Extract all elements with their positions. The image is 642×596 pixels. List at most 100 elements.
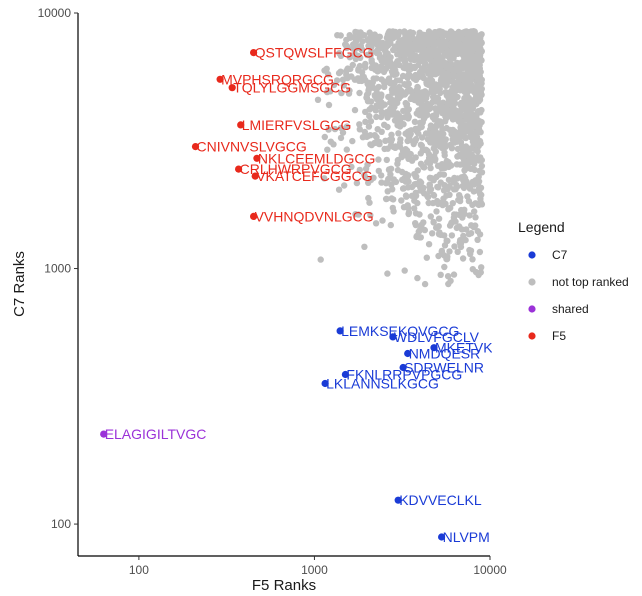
background-point bbox=[412, 125, 419, 132]
background-point bbox=[470, 136, 477, 144]
data-point-c7 bbox=[321, 379, 329, 388]
background-point bbox=[378, 76, 385, 83]
background-point bbox=[419, 134, 426, 141]
background-point bbox=[434, 197, 441, 205]
background-point bbox=[457, 124, 464, 131]
background-point bbox=[435, 223, 442, 230]
background-point bbox=[458, 226, 466, 233]
background-point bbox=[438, 247, 446, 255]
background-point bbox=[464, 193, 471, 200]
y-tick-label: 100 bbox=[51, 517, 71, 531]
y-tick-label: 1000 bbox=[44, 262, 71, 276]
background-point bbox=[377, 93, 385, 100]
background-point bbox=[446, 65, 453, 72]
background-point bbox=[416, 178, 424, 185]
point-label: MVPHSRQRGCG bbox=[221, 71, 334, 87]
background-point bbox=[422, 66, 429, 74]
background-point bbox=[382, 137, 389, 144]
point-label: CNIVNVSLVGCG bbox=[197, 139, 307, 155]
background-point bbox=[476, 78, 484, 85]
background-point bbox=[443, 30, 451, 38]
data-point-f5 bbox=[235, 165, 243, 173]
background-point bbox=[343, 123, 351, 130]
background-point bbox=[445, 99, 452, 106]
background-point bbox=[454, 175, 461, 182]
background-point bbox=[435, 215, 443, 222]
background-point bbox=[432, 81, 439, 88]
background-point bbox=[374, 46, 382, 53]
background-point bbox=[344, 43, 351, 51]
background-point bbox=[337, 32, 344, 39]
background-point bbox=[468, 28, 475, 35]
background-point bbox=[356, 89, 363, 97]
background-point bbox=[463, 28, 470, 35]
background-point bbox=[458, 118, 465, 125]
background-point bbox=[384, 145, 391, 152]
background-point bbox=[468, 151, 475, 158]
background-point bbox=[446, 161, 453, 168]
background-point bbox=[451, 42, 458, 49]
legend-label: shared bbox=[552, 302, 589, 316]
background-point bbox=[378, 128, 385, 135]
background-point bbox=[438, 32, 446, 39]
background-point bbox=[375, 156, 382, 163]
background-point bbox=[448, 232, 456, 239]
legend-swatch bbox=[528, 251, 536, 259]
background-point bbox=[411, 205, 418, 212]
background-point bbox=[455, 60, 462, 68]
background-point bbox=[317, 256, 324, 263]
background-point bbox=[415, 130, 422, 137]
background-point bbox=[412, 52, 420, 60]
background-point bbox=[436, 130, 443, 137]
background-point bbox=[412, 137, 419, 145]
background-point bbox=[330, 81, 338, 89]
background-point bbox=[467, 247, 475, 254]
background-point bbox=[331, 125, 339, 133]
background-point bbox=[454, 248, 461, 255]
background-point bbox=[349, 45, 357, 52]
background-point bbox=[355, 77, 363, 85]
background-point bbox=[412, 210, 420, 217]
background-point bbox=[390, 176, 397, 183]
background-point bbox=[404, 184, 412, 191]
background-point bbox=[452, 218, 459, 225]
background-point bbox=[475, 46, 482, 53]
background-point bbox=[399, 185, 407, 192]
background-point bbox=[411, 197, 418, 204]
background-point bbox=[348, 163, 355, 170]
background-point bbox=[461, 95, 468, 102]
background-point bbox=[349, 137, 356, 145]
background-point bbox=[371, 132, 378, 139]
point-label: KDVVECLKL bbox=[399, 492, 482, 508]
background-point bbox=[470, 62, 478, 69]
background-point bbox=[387, 165, 395, 172]
background-point bbox=[453, 161, 461, 168]
x-tick-label: 10000 bbox=[473, 563, 507, 577]
background-point bbox=[364, 98, 372, 105]
background-point bbox=[430, 34, 438, 41]
background-point bbox=[395, 112, 403, 120]
background-point bbox=[435, 118, 442, 125]
background-point bbox=[365, 194, 372, 202]
legend-label: F5 bbox=[552, 329, 566, 343]
background-point bbox=[330, 141, 337, 148]
background-point bbox=[471, 208, 478, 215]
background-point bbox=[399, 51, 406, 58]
background-point bbox=[477, 89, 484, 96]
background-point bbox=[471, 160, 478, 168]
background-point bbox=[404, 106, 411, 113]
background-point bbox=[383, 178, 391, 186]
background-point bbox=[437, 44, 444, 52]
background-point bbox=[373, 113, 380, 121]
background-point bbox=[400, 64, 407, 71]
background-point bbox=[321, 133, 328, 141]
background-point bbox=[376, 138, 383, 146]
background-point bbox=[398, 197, 405, 204]
background-point bbox=[355, 67, 362, 74]
background-point bbox=[439, 99, 447, 106]
background-point bbox=[474, 236, 481, 243]
background-point bbox=[450, 71, 457, 79]
background-point bbox=[434, 94, 441, 102]
background-point bbox=[430, 218, 437, 226]
background-point bbox=[444, 75, 451, 82]
